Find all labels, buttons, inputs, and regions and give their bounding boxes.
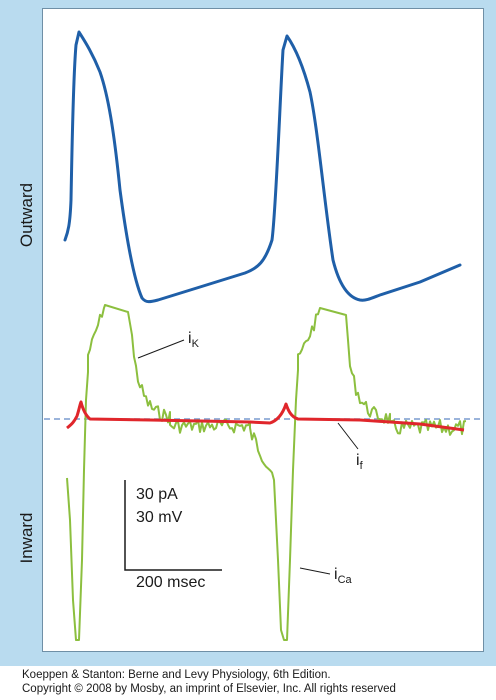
action-potential-trace	[63, 30, 462, 304]
scale-bar	[124, 480, 222, 571]
scale-time-label: 200 msec	[136, 574, 206, 591]
ik-label: iK	[188, 330, 199, 350]
caption-line-1: Koeppen & Stanton: Berne and Levy Physio…	[22, 669, 331, 681]
traces-svg	[44, 30, 482, 641]
figure-panel	[42, 8, 484, 652]
ik-leader-line	[137, 339, 185, 359]
caption-line-2: Copyright © 2008 by Mosby, an imprint of…	[22, 683, 396, 695]
scale-current-label: 30 pA	[136, 486, 178, 503]
ica-leader-line	[299, 567, 331, 575]
ik-ica-current-trace	[66, 304, 467, 641]
if-leader-line	[337, 422, 359, 450]
scale-voltage-label: 30 mV	[136, 509, 183, 526]
if-current-trace	[66, 400, 465, 432]
if-label: if	[356, 452, 363, 472]
ica-label: iCa	[334, 566, 352, 586]
figure-caption: Koeppen & Stanton: Berne and Levy Physio…	[22, 668, 492, 696]
